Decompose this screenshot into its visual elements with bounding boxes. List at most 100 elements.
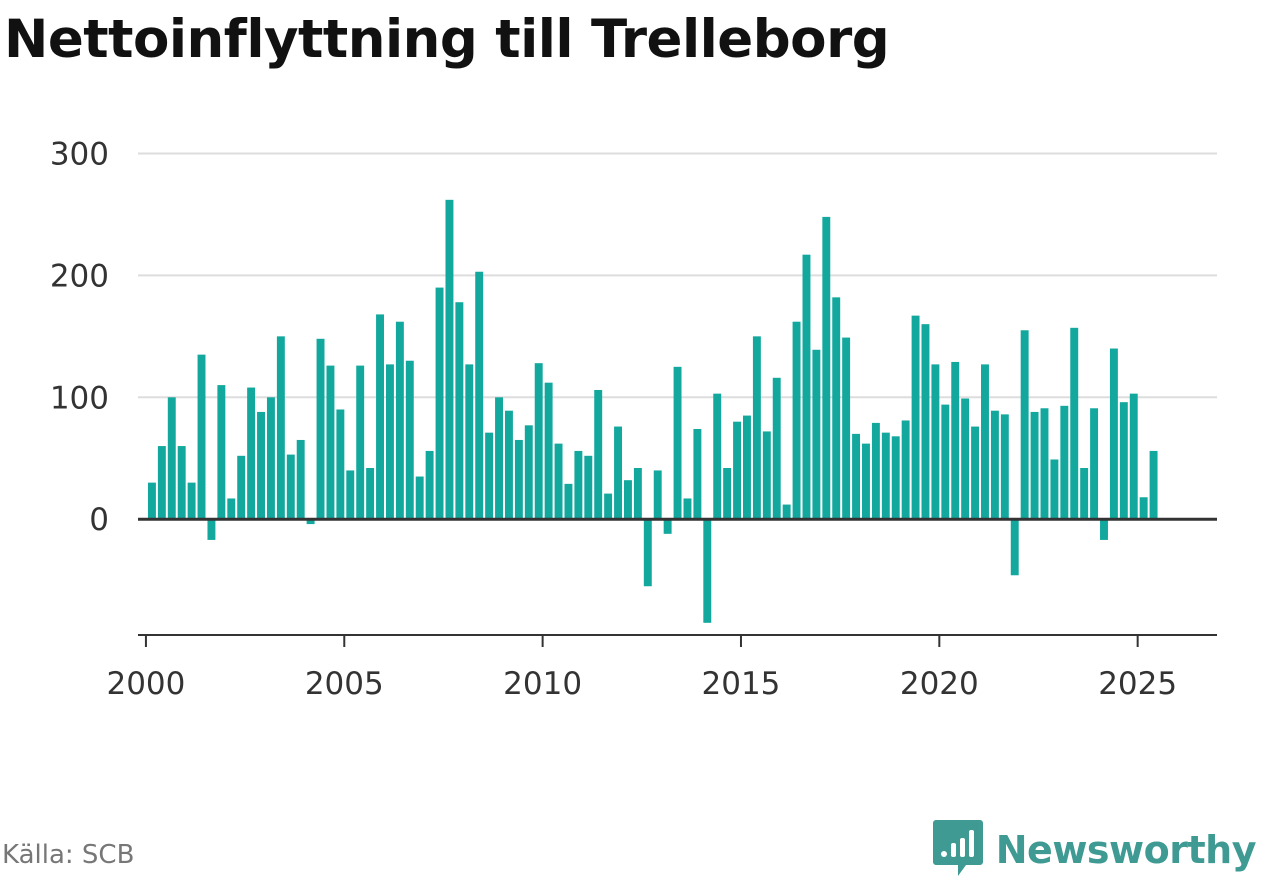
x-axis-tick-labels: 2000 2005 2010 2015 2020 2025 — [106, 666, 1177, 702]
bar-39 — [534, 363, 543, 520]
bar-19 — [336, 409, 345, 520]
bar-30 — [445, 199, 454, 520]
bar-3 — [177, 446, 186, 520]
bar-75 — [891, 436, 900, 520]
x-tick-label-2020: 2020 — [900, 666, 979, 702]
bar-64 — [782, 504, 791, 520]
bar-58 — [723, 468, 732, 520]
bar-59 — [733, 421, 742, 520]
y-tick-label-100: 100 — [50, 380, 109, 416]
bar-34 — [485, 432, 494, 520]
bar-63 — [772, 377, 781, 520]
bar-96 — [1100, 519, 1108, 540]
bar-91 — [1050, 459, 1059, 520]
bar-11 — [257, 411, 265, 520]
bar-33 — [475, 271, 484, 520]
bar-84 — [981, 364, 989, 520]
chart-title: Nettoinflyttning till Trelleborg — [4, 9, 890, 70]
bar-89 — [1030, 411, 1039, 520]
bar-79 — [931, 364, 940, 520]
bar-92 — [1060, 405, 1069, 520]
bar-66 — [802, 254, 811, 520]
x-tick-label-2025: 2025 — [1098, 666, 1177, 702]
bar-76 — [901, 420, 910, 520]
axes — [138, 517, 1217, 647]
bar-41 — [554, 443, 563, 520]
bar-68 — [822, 216, 831, 520]
bar-86 — [1000, 414, 1009, 520]
bar-101 — [1149, 450, 1158, 520]
bar-0 — [147, 482, 156, 520]
bar-21 — [356, 365, 365, 520]
bar-5 — [197, 354, 206, 520]
bar-2 — [167, 397, 176, 520]
bar-83 — [971, 426, 980, 520]
bar-85 — [990, 410, 999, 520]
bar-69 — [832, 297, 841, 520]
bar-18 — [326, 365, 335, 520]
bar-61 — [752, 336, 761, 520]
bar-56 — [703, 519, 712, 623]
bar-1 — [157, 446, 166, 520]
bar-53 — [673, 366, 682, 520]
bar-48 — [624, 480, 632, 520]
bar-32 — [465, 364, 474, 520]
bar-25 — [395, 321, 404, 520]
bar-46 — [604, 493, 613, 520]
bar-95 — [1090, 408, 1099, 520]
bar-17 — [316, 338, 325, 520]
bar-12 — [266, 397, 275, 520]
bar-9 — [237, 455, 246, 520]
bar-42 — [564, 483, 573, 520]
gridlines — [138, 152, 1217, 399]
bar-8 — [227, 498, 236, 520]
bar-20 — [346, 470, 355, 520]
bar-31 — [455, 302, 464, 520]
bar-94 — [1080, 468, 1089, 520]
bar-93 — [1070, 327, 1079, 520]
bar-29 — [435, 287, 444, 520]
bar-81 — [951, 361, 960, 520]
bar-74 — [881, 432, 890, 520]
bar-98 — [1119, 402, 1128, 520]
newsworthy-wordmark: Newsworthy — [995, 828, 1257, 872]
bar-62 — [762, 431, 771, 520]
bar-100 — [1139, 497, 1148, 520]
bar-45 — [594, 389, 603, 520]
bar-71 — [852, 433, 861, 520]
x-tick-label-2000: 2000 — [106, 666, 185, 702]
bar-87 — [1010, 519, 1019, 576]
x-tick-label-2015: 2015 — [702, 666, 781, 702]
bar-55 — [693, 428, 702, 520]
bar-6 — [207, 519, 216, 540]
bar-97 — [1109, 348, 1118, 520]
bar-16 — [306, 519, 315, 525]
bar-88 — [1020, 330, 1029, 520]
bar-73 — [871, 422, 880, 520]
bar-67 — [812, 349, 821, 520]
bar-90 — [1040, 408, 1049, 520]
bar-99 — [1129, 393, 1138, 520]
bar-52 — [663, 519, 672, 534]
bar-10 — [247, 387, 256, 520]
bars — [147, 199, 1158, 623]
bar-13 — [276, 336, 285, 520]
bar-43 — [574, 450, 583, 520]
bar-14 — [286, 454, 295, 520]
bar-27 — [415, 476, 424, 520]
bar-26 — [405, 360, 414, 520]
bar-24 — [385, 364, 394, 520]
y-tick-label-200: 200 — [50, 258, 109, 294]
bar-15 — [296, 439, 305, 520]
x-tick-label-2005: 2005 — [305, 666, 384, 702]
bar-51 — [653, 470, 662, 520]
bar-65 — [792, 321, 801, 520]
y-tick-label-0: 0 — [89, 502, 109, 538]
bar-57 — [713, 393, 722, 520]
y-axis-tick-labels: 0 100 200 300 — [50, 137, 109, 539]
bar-82 — [961, 398, 970, 520]
bar-44 — [584, 455, 593, 520]
bar-23 — [376, 314, 384, 520]
bar-40 — [544, 382, 553, 520]
